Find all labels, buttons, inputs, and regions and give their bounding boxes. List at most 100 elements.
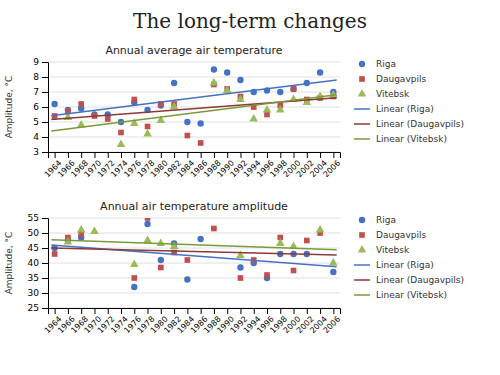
point bbox=[211, 226, 217, 232]
legend-swatch bbox=[358, 89, 367, 96]
point bbox=[330, 269, 336, 275]
x-tick-mark bbox=[55, 308, 56, 314]
trend-line bbox=[51, 98, 336, 120]
x-tick-mark bbox=[294, 308, 295, 314]
y-tick-mark bbox=[42, 308, 48, 309]
legend-swatch bbox=[354, 264, 370, 266]
point bbox=[264, 112, 270, 118]
x-tick-mark bbox=[68, 308, 69, 314]
x-tick-mark bbox=[240, 152, 241, 158]
legend-label: Riga bbox=[376, 215, 396, 225]
legend-swatch bbox=[354, 294, 370, 296]
y-tick: 5 bbox=[33, 117, 48, 127]
y-tick: 3 bbox=[33, 147, 48, 157]
x-tick-mark bbox=[134, 308, 135, 314]
point bbox=[238, 275, 244, 281]
point bbox=[276, 105, 285, 112]
chart-svg: The long-term changes 1964196619681970197… bbox=[0, 0, 500, 375]
y-axis: 25303540455055 bbox=[28, 213, 49, 313]
x-axis: 1964196619681970197219741976197819801982… bbox=[43, 152, 342, 179]
point bbox=[329, 258, 338, 265]
legend-item: Vitebsk bbox=[358, 245, 410, 255]
point bbox=[157, 239, 166, 246]
x-tick-mark bbox=[55, 152, 56, 158]
grid-line bbox=[48, 278, 340, 279]
x-axis-line bbox=[49, 309, 341, 315]
legend: RigaDaugavpilsVitebskLinear (Riga)Linear… bbox=[354, 215, 464, 300]
x-tick-mark bbox=[294, 152, 295, 158]
point bbox=[237, 264, 243, 270]
legend-item: Riga bbox=[359, 59, 396, 69]
point bbox=[105, 116, 111, 122]
y-tick-label: 4 bbox=[33, 132, 39, 142]
point bbox=[304, 238, 310, 244]
legend-label: Daugavpils bbox=[376, 74, 426, 84]
x-tick-mark bbox=[267, 152, 268, 158]
grid-line bbox=[48, 218, 340, 219]
point bbox=[263, 105, 272, 112]
y-tick: 35 bbox=[28, 273, 48, 283]
y-tick-label: 55 bbox=[28, 213, 39, 223]
y-tick-mark bbox=[42, 233, 48, 234]
x-tick-mark bbox=[161, 152, 162, 158]
point bbox=[290, 86, 296, 92]
x-tick-mark bbox=[320, 152, 321, 158]
point bbox=[118, 130, 124, 136]
legend-swatch bbox=[354, 279, 370, 281]
y-tick-label: 35 bbox=[28, 273, 39, 283]
x-tick-mark bbox=[187, 152, 188, 158]
y-tick: 30 bbox=[28, 288, 48, 298]
x-tick-mark bbox=[280, 152, 281, 158]
x-tick-label: 2006 bbox=[321, 159, 342, 180]
y-tick-mark bbox=[42, 152, 48, 153]
x-tick-mark bbox=[227, 308, 228, 314]
y-tick-mark bbox=[42, 77, 48, 78]
point bbox=[291, 268, 297, 274]
x-tick-mark bbox=[161, 308, 162, 314]
point bbox=[131, 275, 137, 281]
y-tick-label: 45 bbox=[28, 243, 39, 253]
point bbox=[77, 225, 86, 232]
point bbox=[51, 101, 57, 107]
legend-label: Linear (Vitebsk) bbox=[376, 290, 447, 300]
grid-line bbox=[48, 122, 340, 123]
x-tick-mark bbox=[214, 152, 215, 158]
legend-item: Linear (Riga) bbox=[354, 260, 434, 270]
legend-label: Linear (Riga) bbox=[376, 260, 434, 270]
y-tick-mark bbox=[42, 62, 48, 63]
point bbox=[145, 218, 151, 221]
point bbox=[184, 119, 190, 125]
point bbox=[78, 232, 84, 238]
legend-label: Linear (Vitebsk) bbox=[376, 134, 447, 144]
y-tick-mark bbox=[42, 122, 48, 123]
x-tick-mark bbox=[94, 308, 95, 314]
legend-label: Riga bbox=[376, 59, 396, 69]
legend-swatch bbox=[359, 61, 365, 67]
x-tick-mark bbox=[240, 308, 241, 314]
x-tick-mark bbox=[254, 152, 255, 158]
legend-item: Linear (Daugavpils) bbox=[354, 119, 464, 129]
chart-title: Annual average air temperature bbox=[105, 44, 282, 57]
trend-line bbox=[51, 240, 336, 250]
legend-label: Vitebsk bbox=[376, 245, 410, 255]
y-axis-line bbox=[42, 219, 49, 309]
grid bbox=[48, 62, 340, 152]
point bbox=[237, 77, 243, 83]
point bbox=[184, 276, 190, 282]
x-tick-mark bbox=[134, 152, 135, 158]
point bbox=[210, 78, 219, 85]
point bbox=[249, 114, 258, 121]
point bbox=[224, 69, 230, 75]
legend-item: Linear (Vitebsk) bbox=[354, 134, 447, 144]
x-tick: 2006 bbox=[321, 152, 342, 179]
point bbox=[131, 284, 137, 290]
legend-swatch bbox=[359, 217, 365, 223]
y-axis: 3456789 bbox=[33, 57, 48, 157]
y-tick: 9 bbox=[33, 57, 48, 67]
x-tick-mark bbox=[108, 308, 109, 314]
y-axis-line bbox=[42, 63, 49, 153]
x-tick-mark bbox=[68, 152, 69, 158]
y-axis-title: Amplitude, °C bbox=[4, 232, 14, 295]
point bbox=[236, 251, 245, 258]
figure-title: The long-term changes bbox=[133, 9, 367, 33]
